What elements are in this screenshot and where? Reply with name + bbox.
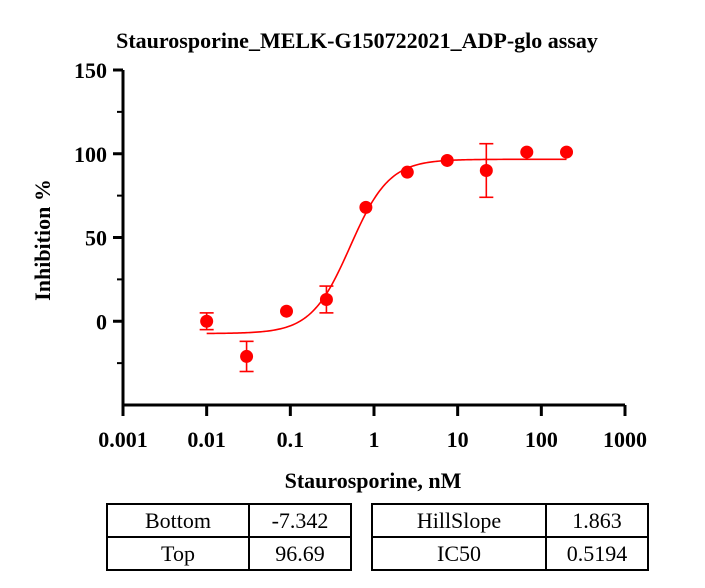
y-tick-label: 100 <box>74 142 107 167</box>
param-name-bottom: Bottom <box>106 503 250 538</box>
data-points-layer <box>199 142 574 373</box>
param-value-bottom: -7.342 <box>248 503 352 538</box>
data-point <box>440 153 454 167</box>
table-row: IC50 0.5194 <box>371 536 649 571</box>
data-point <box>479 164 493 177</box>
parameter-table-right: HillSlope 1.863 IC50 0.5194 <box>371 503 649 571</box>
chart: Staurosporine_MELK-G150722021_ADP-glo as… <box>30 28 647 493</box>
y-axis-label: Inhibition % <box>30 179 55 301</box>
x-tick-label: 0.1 <box>277 427 305 452</box>
chart-title: Staurosporine_MELK-G150722021_ADP-glo as… <box>116 28 598 53</box>
table-row: HillSlope 1.863 <box>371 503 649 538</box>
x-tick-label: 0.001 <box>98 427 148 452</box>
param-value-ic50: 0.5194 <box>545 536 649 571</box>
param-name-ic50: IC50 <box>371 536 547 571</box>
x-tick-label: 10 <box>447 427 469 452</box>
data-point <box>200 314 214 328</box>
table-row: Bottom -7.342 <box>106 503 352 538</box>
data-point <box>280 304 294 318</box>
data-point <box>400 165 414 179</box>
param-value-top: 96.69 <box>248 536 352 571</box>
param-name-top: Top <box>106 536 250 571</box>
parameter-table-left: Bottom -7.342 Top 96.69 <box>106 503 352 571</box>
axes: 0 50 100 150 0.001 0.01 0.1 1 10 100 1000 <box>74 58 647 452</box>
param-value-hillslope: 1.863 <box>545 503 649 538</box>
y-tick-label: 50 <box>85 226 107 251</box>
x-axis-label: Staurosporine, nM <box>285 468 462 493</box>
x-tick-label: 100 <box>525 427 558 452</box>
data-point <box>359 200 373 214</box>
x-tick-label: 1000 <box>603 427 647 452</box>
fit-curve-layer <box>206 158 567 335</box>
y-tick-label: 0 <box>96 309 107 334</box>
x-tick-label: 1 <box>369 427 380 452</box>
data-point <box>319 292 333 306</box>
table-row: Top 96.69 <box>106 536 352 571</box>
data-point <box>240 349 254 363</box>
data-point <box>560 145 574 159</box>
param-name-hillslope: HillSlope <box>371 503 547 538</box>
y-tick-label: 150 <box>74 58 107 83</box>
data-point <box>520 145 534 159</box>
x-tick-label: 0.01 <box>187 427 226 452</box>
fit-curve <box>206 158 567 335</box>
